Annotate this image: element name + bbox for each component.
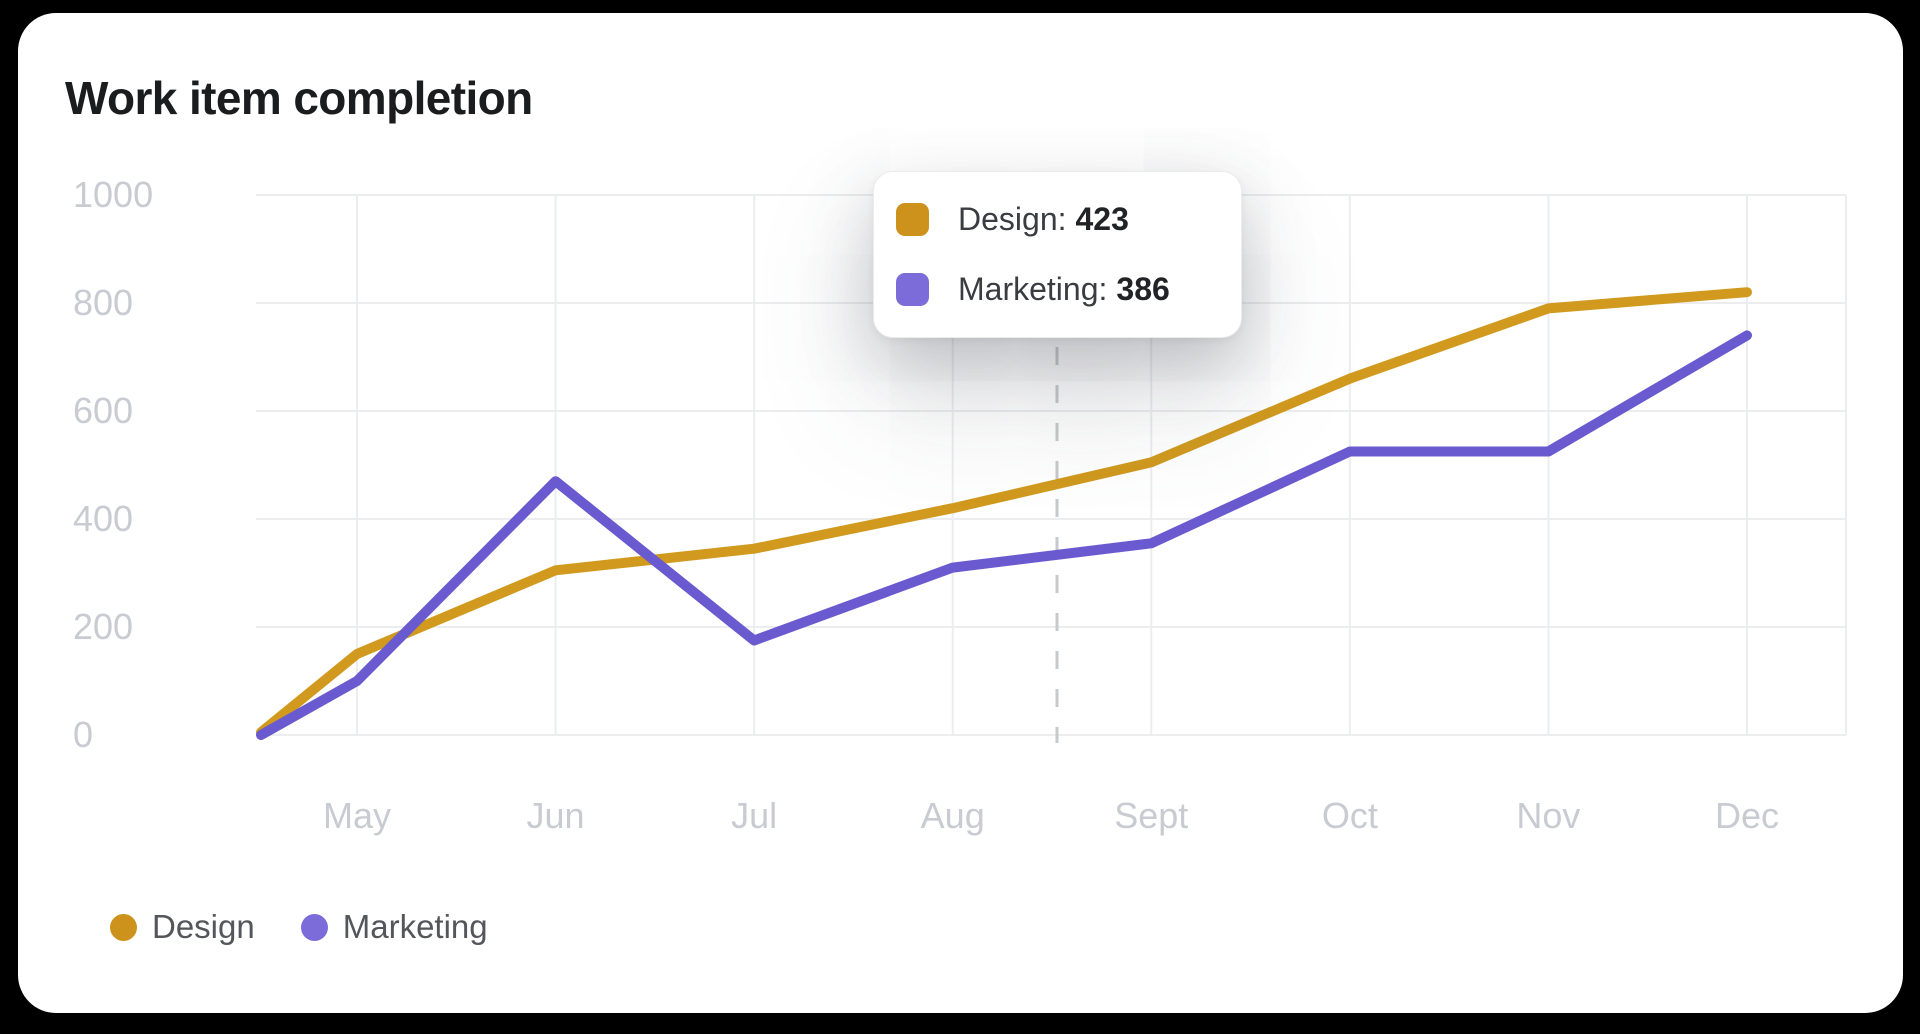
legend-item-design[interactable]: Design bbox=[110, 909, 255, 945]
legend-item-label: Design bbox=[152, 908, 255, 945]
legend-item-marketing[interactable]: Marketing bbox=[300, 908, 488, 945]
legend-item-label: Marketing bbox=[342, 908, 488, 945]
line-chart-canvas[interactable] bbox=[18, 13, 1903, 1013]
design-legend-dot-icon bbox=[110, 913, 137, 941]
y-axis-label: 1000 bbox=[73, 174, 154, 215]
chart-legend: Design Marketing bbox=[110, 909, 488, 945]
x-axis-label: Jun bbox=[526, 795, 585, 836]
tooltip-series-value: 386 bbox=[1116, 271, 1170, 307]
design-color-swatch-icon bbox=[896, 203, 929, 236]
x-axis-label: May bbox=[322, 795, 392, 836]
tooltip-series-label: Design: bbox=[958, 201, 1067, 237]
y-axis-label: 200 bbox=[73, 606, 134, 647]
x-axis-label: Sept bbox=[1114, 795, 1189, 836]
tooltip-row-design: Design: 423 bbox=[896, 201, 1241, 237]
x-axis-label: Aug bbox=[920, 795, 985, 836]
x-axis-label: Dec bbox=[1714, 795, 1780, 836]
chart-plot-area: 0 200 400 600 800 1000 May Jun Jul Aug Sept Oct Nov… bbox=[18, 13, 1903, 1013]
x-axis-label: Oct bbox=[1321, 795, 1378, 836]
marketing-color-swatch-icon bbox=[896, 273, 929, 306]
y-axis-label: 600 bbox=[73, 390, 134, 431]
marketing-legend-dot-icon bbox=[300, 913, 328, 941]
y-axis-label: 0 bbox=[73, 714, 94, 755]
y-axis-label: 800 bbox=[73, 282, 134, 323]
chart-tooltip: Design: 423 Marketing: 386 bbox=[873, 171, 1242, 338]
tooltip-series-label: Marketing: bbox=[958, 271, 1108, 307]
x-axis-label: Nov bbox=[1516, 795, 1581, 836]
tooltip-series-value: 423 bbox=[1075, 201, 1129, 237]
chart-card: Work item completion 0 200 400 600 800 1000 M… bbox=[18, 13, 1903, 1013]
x-axis-label: Jul bbox=[731, 795, 778, 836]
tooltip-row-marketing: Marketing: 386 bbox=[896, 271, 1241, 307]
page-title: Work item completion bbox=[65, 72, 533, 124]
y-axis-label: 400 bbox=[73, 498, 134, 539]
